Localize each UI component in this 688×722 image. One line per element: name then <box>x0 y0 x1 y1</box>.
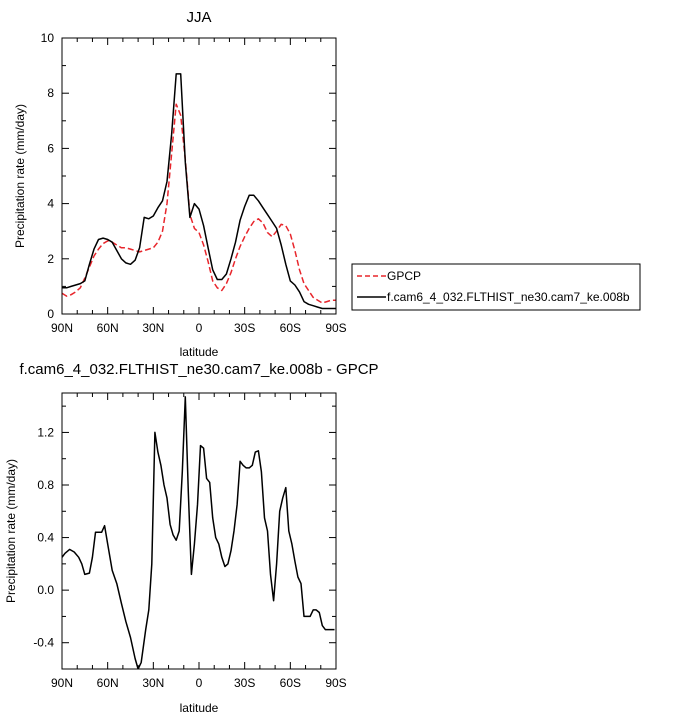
series-line-0-0 <box>62 103 336 304</box>
legend-label-gpcp: GPCP <box>387 269 421 283</box>
top-chart-title: JJA <box>186 9 211 26</box>
bottom-chart-series-group <box>62 396 335 669</box>
y-tick-label: 0.0 <box>37 583 54 597</box>
x-tick-label: 60S <box>280 676 301 690</box>
bottom-chart: f.cam6_4_032.FLTHIST_ne30.cam7_ke.008b -… <box>4 361 379 715</box>
x-tick-label: 60N <box>97 676 119 690</box>
x-tick-label: 30N <box>142 676 164 690</box>
top-chart-x-axis-label: latitude <box>180 345 219 359</box>
y-tick-label: 6 <box>47 141 54 155</box>
top-chart-legend: GPCP f.cam6_4_032.FLTHIST_ne30.cam7_ke.0… <box>351 263 641 311</box>
legend-box <box>351 263 641 311</box>
y-tick-label: 4 <box>47 197 54 211</box>
y-tick-label: 2 <box>47 252 54 266</box>
bottom-chart-plot-frame <box>61 392 337 670</box>
y-tick-label: 8 <box>47 86 54 100</box>
y-tick-label: 0.8 <box>37 478 54 492</box>
y-tick-label: 1.2 <box>37 425 54 439</box>
y-tick-label: 10 <box>41 31 55 45</box>
series-line-0-1 <box>62 73 336 310</box>
x-tick-label: 60N <box>97 321 119 335</box>
bottom-chart-title: f.cam6_4_032.FLTHIST_ne30.cam7_ke.008b -… <box>19 361 378 378</box>
x-tick-label: 60S <box>280 321 301 335</box>
x-tick-label: 90N <box>51 321 73 335</box>
bottom-chart-y-axis-label: Precipitation rate (mm/day) <box>4 459 18 603</box>
y-tick-label: -0.4 <box>33 636 54 650</box>
x-tick-label: 90S <box>325 321 346 335</box>
x-tick-label: 0 <box>196 321 203 335</box>
bottom-chart-x-axis-label: latitude <box>180 701 219 715</box>
x-tick-label: 0 <box>196 676 203 690</box>
x-tick-label: 90N <box>51 676 73 690</box>
top-chart-series-group <box>62 73 336 310</box>
x-tick-label: 30S <box>234 676 255 690</box>
x-tick-label: 30N <box>142 321 164 335</box>
y-tick-label: 0.4 <box>37 531 54 545</box>
bottom-chart-ticks: 90N 60N 30N 0 30S 60S 90S -0.4 0.0 0.4 0.8 1.2 <box>33 393 347 690</box>
top-chart-plot-frame <box>61 37 337 315</box>
series-line-1-0 <box>62 396 335 669</box>
legend-label-model: f.cam6_4_032.FLTHIST_ne30.cam7_ke.008b <box>387 290 630 304</box>
x-tick-label: 90S <box>325 676 346 690</box>
x-tick-label: 30S <box>234 321 255 335</box>
top-chart-y-axis-label: Precipitation rate (mm/day) <box>13 104 27 248</box>
top-chart-ticks: 90N 60N 30N 0 30S 60S 90S 0 2 4 6 8 10 <box>41 31 347 335</box>
y-tick-label: 0 <box>47 307 54 321</box>
